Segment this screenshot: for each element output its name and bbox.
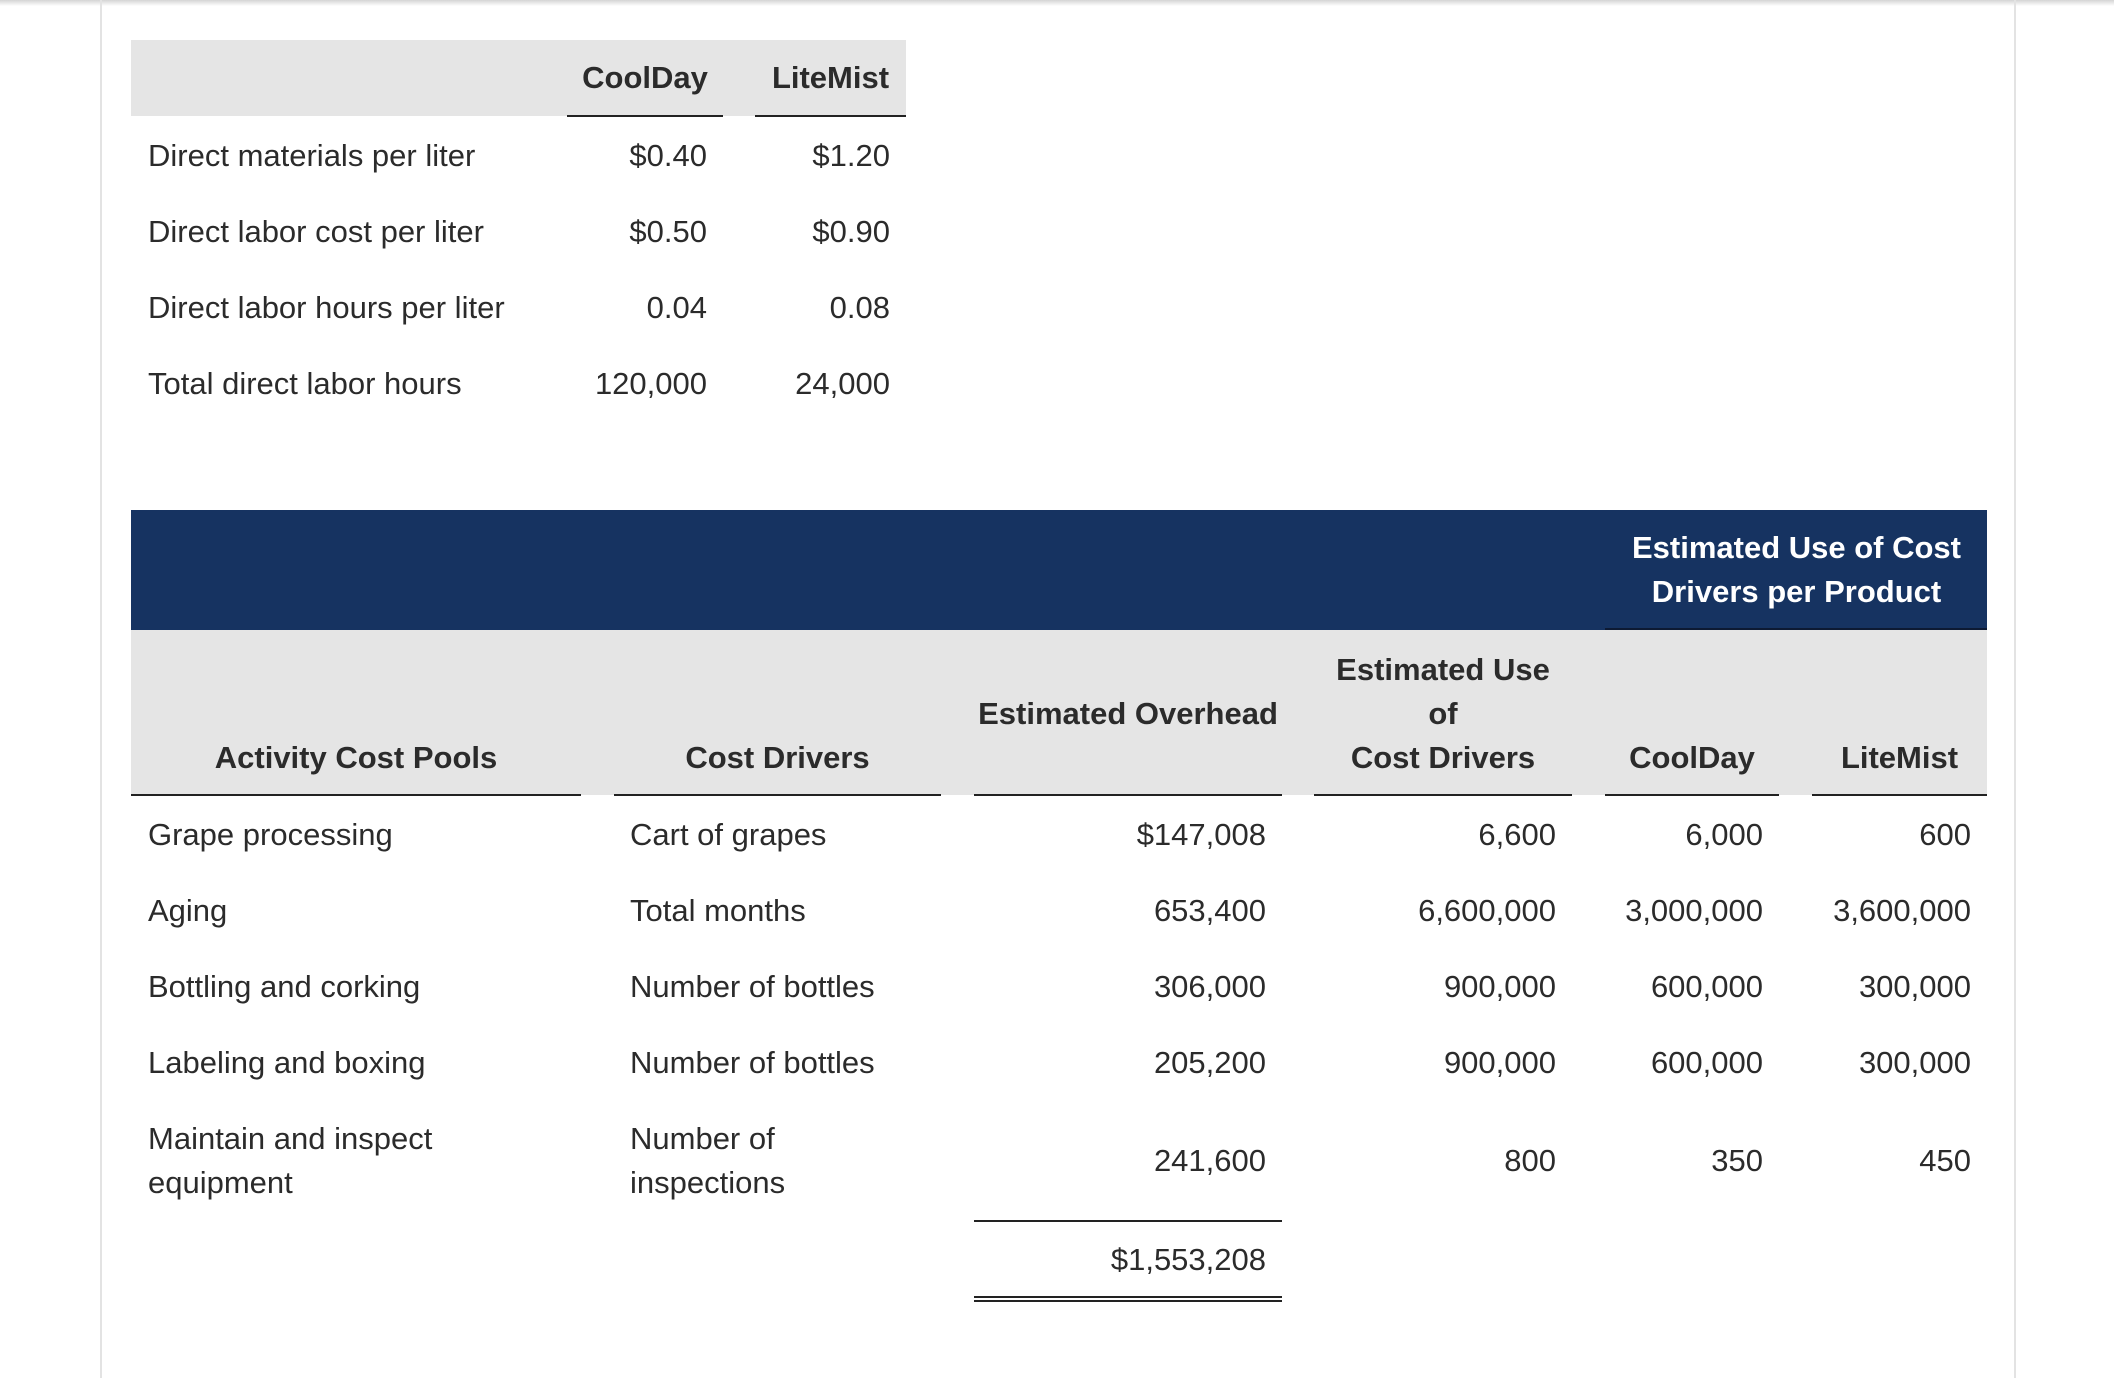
table2-header-rule-pools — [131, 794, 581, 796]
table2-cell-overhead: 241,600 — [1153, 1143, 1266, 1178]
table2-cell-use: 900,000 — [1443, 969, 1556, 1004]
table2-cell-coolday: 350 — [1711, 1143, 1763, 1178]
table2-cell-pool: Grape processing — [148, 817, 393, 852]
table2-cell-driver: Total months — [630, 893, 806, 928]
table1-header-rule-litemist — [755, 115, 906, 117]
total-overhead: $1,553,208 — [1110, 1242, 1266, 1277]
table2-cell-litemist: 300,000 — [1858, 1045, 1971, 1080]
table2-band-header: Estimated Use of Cost Drivers per Produc… — [1631, 530, 1961, 609]
table2-cell-driver: Number of bottles — [630, 969, 875, 1004]
top-shadow — [0, 0, 2114, 6]
table2-cell-use: 800 — [1504, 1143, 1556, 1178]
table2-cell-coolday: 3,000,000 — [1625, 893, 1763, 928]
table2-cell-overhead: 306,000 — [1153, 969, 1266, 1004]
table1-cell-litemist: 0.08 — [829, 290, 890, 325]
total-double-rule — [974, 1296, 1282, 1302]
table2-cell-use: 6,600,000 — [1418, 893, 1556, 928]
table2-header-drivers: Cost Drivers — [685, 740, 870, 775]
table2-cell-overhead: $147,008 — [1136, 817, 1266, 852]
table2-header-band — [131, 630, 1987, 795]
table1-row-label: Direct materials per liter — [148, 138, 476, 173]
table2-cell-pool: Maintain and inspect equipment — [148, 1121, 433, 1200]
table1-cell-litemist: $0.90 — [812, 214, 890, 249]
table2-cell-overhead: 653,400 — [1153, 893, 1266, 928]
table1-row-label: Direct labor cost per liter — [148, 214, 484, 249]
table1-row-label: Direct labor hours per liter — [148, 290, 505, 325]
total-top-rule — [974, 1220, 1282, 1222]
content-frame — [100, 0, 2016, 1378]
table1-header-rule-coolday — [567, 115, 723, 117]
table2-cell-coolday: 600,000 — [1650, 969, 1763, 1004]
table2-cell-pool: Aging — [148, 893, 228, 928]
table1-header-litemist: LiteMist — [771, 60, 890, 95]
table1-cell-litemist: $1.20 — [812, 138, 890, 173]
table2-cell-pool: Bottling and corking — [148, 969, 421, 1004]
table1-row-label: Total direct labor hours — [148, 366, 462, 401]
table2-header-use-line1: Estimated Use — [1336, 652, 1550, 687]
table2-header-rule-litemist — [1812, 794, 1987, 796]
table2-cell-litemist: 600 — [1919, 817, 1971, 852]
table1-header-coolday: CoolDay — [582, 60, 708, 95]
table2-cell-driver: Cart of grapes — [630, 817, 827, 852]
table2-header-rule-drivers — [614, 794, 941, 796]
table2-header-use-line2: of — [1428, 696, 1458, 731]
table2-cell-overhead: 205,200 — [1153, 1045, 1266, 1080]
table1-header-band — [131, 40, 906, 116]
table1-cell-coolday: 0.04 — [646, 290, 707, 325]
table2-header-use-line3: Cost Drivers — [1350, 740, 1536, 775]
table2-cell-litemist: 300,000 — [1858, 969, 1971, 1004]
table2-header-coolday: CoolDay — [1629, 740, 1755, 775]
table2-cell-coolday: 600,000 — [1650, 1045, 1763, 1080]
table2-cell-driver: Number of inspections — [630, 1121, 786, 1200]
table2-header-rule-use — [1314, 794, 1572, 796]
table2-cell-driver: Number of bottles — [630, 1045, 875, 1080]
table1-cell-litemist: 24,000 — [795, 366, 890, 401]
table2-cell-use: 6,600 — [1478, 817, 1556, 852]
table2-band-rule — [1605, 628, 1987, 630]
table2-navy-band — [131, 510, 1987, 630]
table2-cell-use: 900,000 — [1443, 1045, 1556, 1080]
table2-cell-litemist: 450 — [1919, 1143, 1971, 1178]
table1-cell-coolday: $0.40 — [629, 138, 707, 173]
table2-cell-litemist: 3,600,000 — [1833, 893, 1971, 928]
table1-cell-coolday: $0.50 — [629, 214, 707, 249]
table2-header-overhead: Estimated Overhead — [978, 696, 1278, 731]
table2-cell-coolday: 6,000 — [1685, 817, 1763, 852]
table2-header-rule-coolday — [1605, 794, 1779, 796]
table2-header-rule-overhead — [974, 794, 1282, 796]
table2-cell-pool: Labeling and boxing — [148, 1045, 426, 1080]
table2-header-pools: Activity Cost Pools — [214, 740, 498, 775]
table1-cell-coolday: 120,000 — [594, 366, 707, 401]
table2-header-litemist: LiteMist — [1840, 740, 1959, 775]
